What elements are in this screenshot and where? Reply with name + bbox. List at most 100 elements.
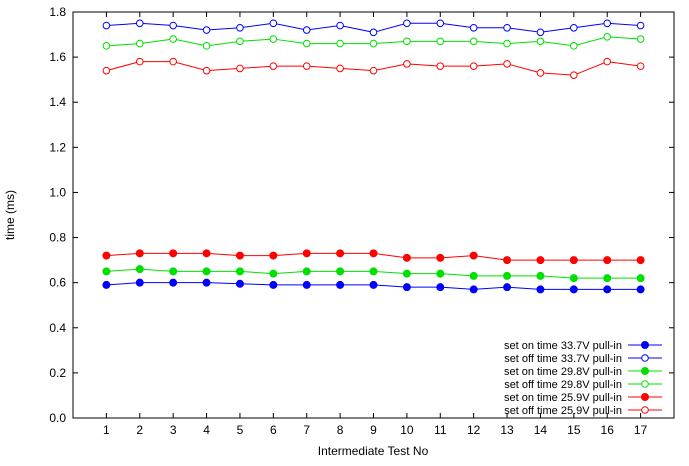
legend-label: set off time 33.7V pull-in: [504, 353, 622, 365]
data-point: [402, 283, 411, 292]
data-point: [269, 251, 278, 260]
data-point: [336, 64, 344, 73]
data-point: [135, 39, 144, 48]
data-point: [536, 285, 545, 294]
data-point: [102, 21, 111, 30]
data-point: [336, 280, 345, 289]
data-point: [169, 35, 177, 43]
data-point: [436, 19, 445, 28]
data-point: [169, 249, 178, 258]
data-point: [235, 251, 244, 260]
data-point: [603, 285, 612, 294]
data-point: [269, 19, 278, 28]
data-point: [169, 278, 178, 287]
data-point: [302, 249, 311, 258]
y-tick-label: 0.6: [49, 276, 66, 290]
data-point: [603, 57, 612, 66]
legend-label: set on time 25.9V pull-in: [504, 392, 622, 404]
legend-entry: set off time 25.9V pull-in: [504, 405, 662, 417]
data-point: [603, 256, 612, 265]
data-point: [503, 60, 511, 68]
data-point: [603, 33, 612, 41]
data-point: [503, 256, 512, 265]
data-point: [135, 278, 144, 287]
data-point: [436, 37, 445, 46]
data-point: [369, 249, 378, 258]
data-point: [570, 42, 578, 50]
legend-label: set off time 29.8V pull-in: [504, 379, 622, 391]
data-point: [536, 256, 545, 265]
data-point: [102, 280, 111, 289]
data-point: [169, 57, 177, 66]
data-point: [302, 26, 311, 34]
data-point: [403, 19, 411, 28]
x-tick-label: 3: [170, 423, 177, 437]
x-tick-label: 8: [337, 423, 344, 437]
legend-marker: [641, 393, 649, 401]
data-point: [636, 256, 645, 265]
data-point: [236, 64, 244, 73]
x-tick-label: 4: [203, 423, 210, 437]
y-tick-label: 1.4: [49, 95, 66, 109]
x-tick-label: 5: [237, 423, 244, 437]
legend-marker: [641, 367, 649, 375]
data-point: [336, 249, 345, 258]
series-5: [102, 57, 645, 79]
data-point: [536, 37, 545, 46]
data-point: [202, 278, 211, 287]
data-point: [235, 279, 244, 288]
x-tick-label: 6: [270, 423, 277, 437]
legend-label: set on time 33.7V pull-in: [504, 340, 622, 352]
x-axis-label: Intermediate Test No: [318, 444, 429, 458]
data-point: [503, 23, 511, 32]
data-point: [369, 66, 378, 75]
data-point: [102, 251, 111, 260]
y-tick-label: 0.2: [49, 366, 66, 380]
data-point: [202, 267, 211, 276]
data-point: [436, 253, 445, 262]
x-tick-label: 11: [434, 423, 447, 437]
data-point: [269, 62, 278, 70]
y-tick-label: 1.6: [49, 50, 66, 64]
series-2: [102, 265, 645, 283]
x-tick-label: 7: [303, 423, 310, 437]
y-axis: 0.0 0.2 0.4 0.6 0.8 1.0 1.2 1.4 1.6 1.8: [49, 5, 674, 425]
y-tick-label: 0.4: [49, 321, 66, 335]
data-point: [436, 269, 445, 278]
data-point: [636, 62, 645, 70]
series-4: [102, 249, 645, 265]
x-tick-label: 17: [634, 423, 648, 437]
data-point: [436, 62, 445, 70]
data-point: [436, 283, 445, 292]
data-point: [169, 267, 178, 276]
data-point: [636, 285, 645, 294]
data-point: [236, 23, 244, 32]
data-point: [202, 42, 211, 50]
data-point: [269, 35, 278, 43]
data-point: [269, 269, 278, 278]
data-point: [135, 19, 144, 28]
data-point: [603, 19, 612, 28]
legend-label: set off time 25.9V pull-in: [504, 405, 622, 417]
legend-marker: [641, 380, 649, 388]
data-point: [636, 35, 645, 43]
x-tick-label: 14: [534, 423, 548, 437]
x-tick-label: 1: [103, 423, 110, 437]
x-tick-label: 12: [467, 423, 481, 437]
y-tick-label: 1.0: [49, 185, 66, 199]
y-tick-label: 0.0: [49, 411, 66, 425]
data-point: [536, 271, 545, 280]
data-point: [403, 37, 411, 46]
y-axis-label: time (ms): [3, 190, 17, 240]
data-point: [369, 280, 378, 289]
y-tick-label: 1.2: [49, 140, 66, 154]
legend-entry: set off time 33.7V pull-in: [504, 353, 662, 365]
x-tick-label: 10: [400, 423, 414, 437]
data-point: [135, 265, 144, 274]
data-point: [102, 66, 111, 75]
data-point: [302, 280, 311, 289]
x-tick-label: 2: [136, 423, 143, 437]
x-axis: 1 2 3 4 5 6 7 8 9 10 11 12 13 14 15 16 17: [103, 12, 648, 437]
y-tick-label: 0.8: [49, 231, 66, 245]
